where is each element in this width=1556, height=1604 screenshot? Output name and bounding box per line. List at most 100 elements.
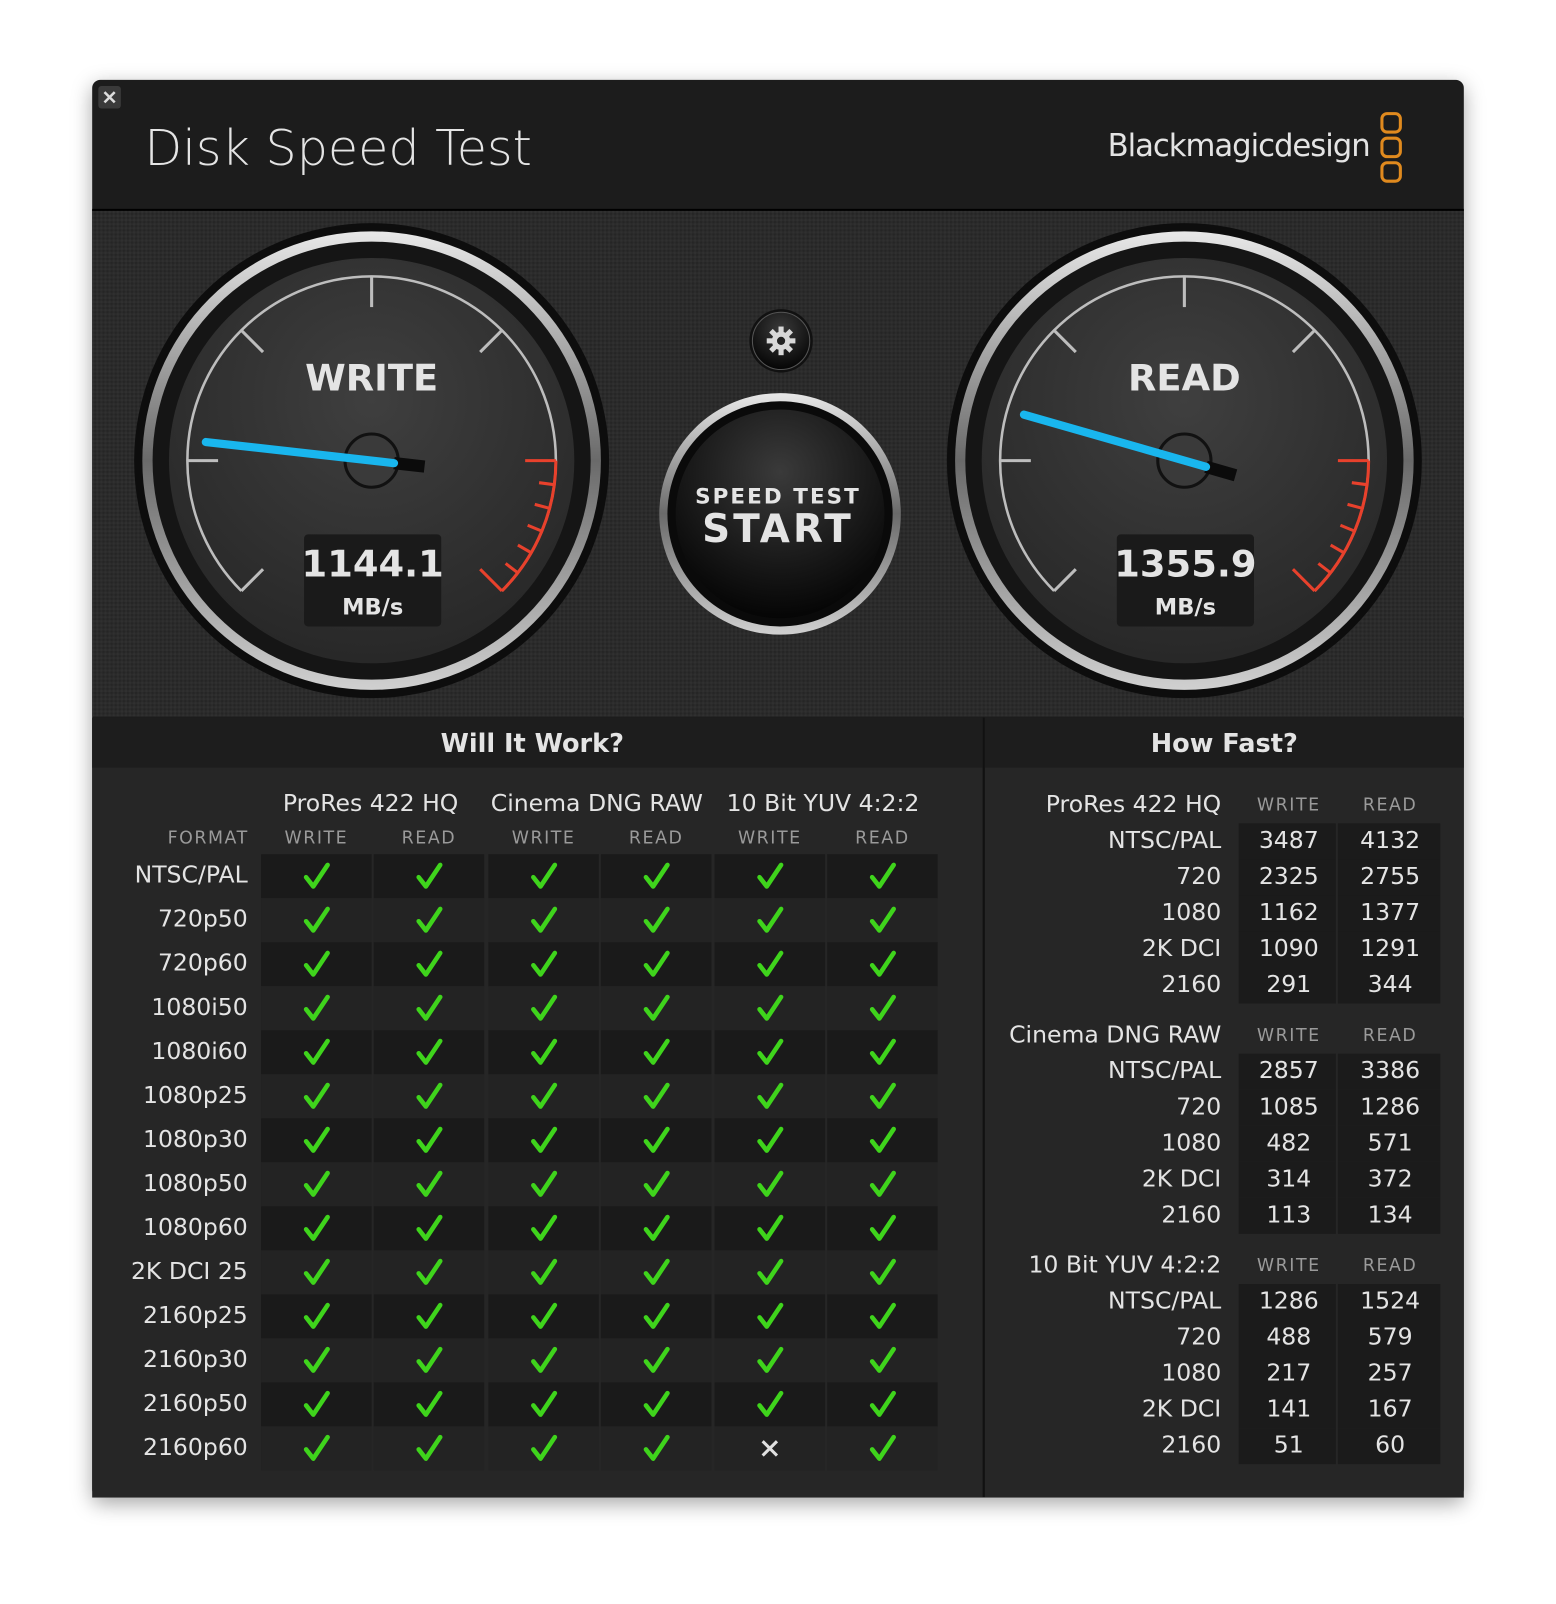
format-label: 1080p50 bbox=[143, 1169, 248, 1197]
check-mark bbox=[303, 862, 330, 889]
start-button[interactable] bbox=[675, 409, 885, 619]
cell bbox=[488, 1206, 599, 1251]
gauge-tick bbox=[1053, 329, 1077, 354]
write-speed: 51 bbox=[1274, 1431, 1304, 1459]
format-label: 1080i60 bbox=[151, 1037, 247, 1065]
check-mark bbox=[643, 1170, 670, 1197]
cell bbox=[1337, 1053, 1441, 1090]
check-mark bbox=[416, 1126, 443, 1153]
check-mark bbox=[643, 1258, 670, 1285]
cell bbox=[1238, 1392, 1336, 1429]
cell bbox=[827, 1118, 938, 1163]
codec-header: 10 Bit YUV 4:2:2 bbox=[727, 789, 920, 817]
read-speed: 579 bbox=[1368, 1323, 1413, 1351]
cell bbox=[714, 1294, 826, 1339]
format-label: 1080 bbox=[1161, 1128, 1221, 1156]
format-label: 2K DCI bbox=[1142, 1164, 1221, 1192]
format-label: 1080 bbox=[1161, 1359, 1221, 1387]
gauge-tick bbox=[1291, 329, 1316, 354]
cell bbox=[714, 1250, 826, 1295]
format-label: 1080p30 bbox=[143, 1125, 248, 1153]
gauge-value: 1355.9 bbox=[1114, 543, 1256, 586]
check-mark bbox=[303, 950, 330, 977]
check-mark bbox=[757, 1038, 784, 1065]
read-speed: 60 bbox=[1375, 1431, 1405, 1459]
cell bbox=[1238, 1284, 1336, 1321]
check-mark bbox=[643, 1302, 670, 1329]
close-icon bbox=[103, 91, 116, 104]
cell bbox=[714, 854, 826, 899]
cell bbox=[600, 1338, 712, 1383]
check-mark bbox=[416, 1346, 443, 1373]
check-mark bbox=[643, 1126, 670, 1153]
format-label: 1080 bbox=[1161, 898, 1221, 926]
cell bbox=[827, 1294, 938, 1339]
cell bbox=[1238, 823, 1336, 860]
check-mark bbox=[303, 1390, 330, 1417]
check-mark bbox=[643, 950, 670, 977]
gauge-tick bbox=[240, 568, 265, 592]
cell bbox=[1337, 1320, 1441, 1357]
column-header: READ bbox=[629, 828, 684, 848]
start-line1: SPEED TEST bbox=[695, 484, 861, 509]
cell bbox=[714, 1162, 826, 1207]
write-header: WRITE bbox=[1257, 1256, 1321, 1276]
cell bbox=[261, 1162, 372, 1207]
format-header: FORMAT bbox=[168, 828, 249, 848]
cell bbox=[1337, 967, 1441, 1004]
check-mark bbox=[303, 1302, 330, 1329]
cell bbox=[827, 898, 938, 943]
cell bbox=[827, 1382, 938, 1427]
cell bbox=[1337, 1392, 1441, 1429]
cell bbox=[373, 854, 485, 899]
check-mark bbox=[869, 1390, 896, 1417]
check-mark bbox=[757, 1390, 784, 1417]
column-header: WRITE bbox=[284, 828, 348, 848]
will-it-work-header bbox=[92, 717, 983, 768]
cell bbox=[1337, 1161, 1441, 1198]
check-mark bbox=[303, 1214, 330, 1241]
check-mark bbox=[531, 1082, 558, 1109]
check-mark bbox=[757, 1214, 784, 1241]
cell bbox=[1337, 859, 1441, 896]
format-label: 2160 bbox=[1161, 970, 1221, 998]
cell bbox=[261, 1074, 372, 1119]
check-mark bbox=[757, 1082, 784, 1109]
cell bbox=[488, 1294, 599, 1339]
cell bbox=[1337, 931, 1441, 968]
cell bbox=[1238, 931, 1336, 968]
check-mark bbox=[643, 862, 670, 889]
format-label: 2160p25 bbox=[143, 1301, 248, 1329]
column-header: WRITE bbox=[738, 828, 802, 848]
cell bbox=[1337, 1197, 1441, 1234]
cell bbox=[488, 1030, 599, 1075]
format-label: NTSC/PAL bbox=[1108, 1056, 1221, 1084]
cell bbox=[1238, 859, 1336, 896]
write-speed: 1162 bbox=[1259, 898, 1319, 926]
write-speed: 314 bbox=[1266, 1164, 1311, 1192]
cell bbox=[600, 1426, 712, 1471]
cell bbox=[827, 1162, 938, 1207]
check-mark bbox=[757, 1170, 784, 1197]
gauge-unit: MB/s bbox=[1155, 595, 1216, 621]
needle-tail bbox=[393, 457, 426, 473]
codec-header: Cinema DNG RAW bbox=[491, 789, 703, 817]
cell bbox=[714, 986, 826, 1031]
check-mark bbox=[531, 1390, 558, 1417]
cell bbox=[261, 942, 372, 987]
gauge-red-tick bbox=[479, 568, 503, 592]
gauges: WRITE 1144.1 MB/s READ 1355.9 MB/s bbox=[134, 223, 1422, 699]
check-mark bbox=[869, 1126, 896, 1153]
cell bbox=[261, 1294, 372, 1339]
cell bbox=[827, 942, 938, 987]
cell bbox=[714, 942, 826, 987]
check-mark bbox=[869, 862, 896, 889]
check-mark bbox=[757, 862, 784, 889]
format-label: 2160p50 bbox=[143, 1389, 248, 1417]
cell bbox=[261, 1338, 372, 1383]
format-label: 720 bbox=[1176, 1323, 1221, 1351]
gauge-readout bbox=[1116, 534, 1254, 627]
gauge-red-tick bbox=[538, 481, 555, 487]
cell bbox=[600, 898, 712, 943]
column-header: WRITE bbox=[512, 828, 576, 848]
